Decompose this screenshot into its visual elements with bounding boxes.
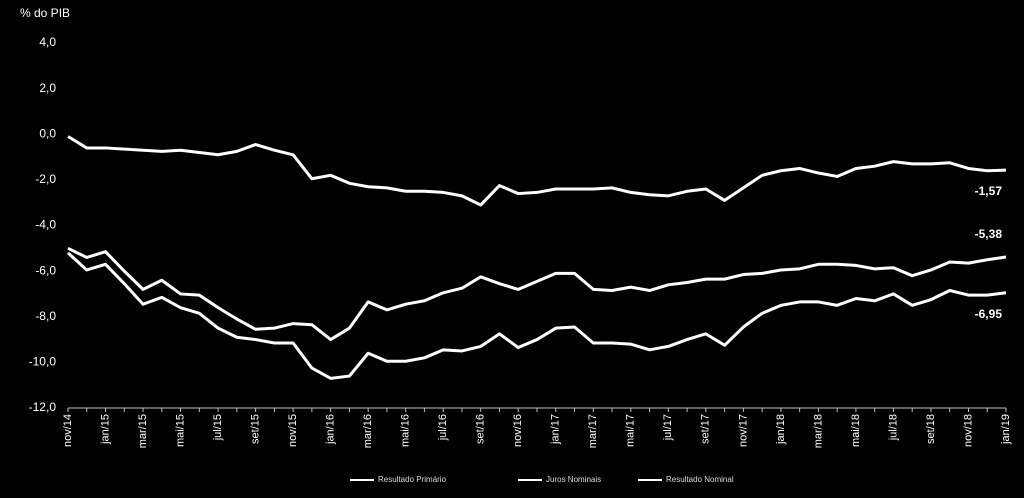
y-tick-label: -8,0 <box>35 309 56 323</box>
x-tick-label: mai/15 <box>174 414 186 447</box>
x-tick-label: jan/15 <box>99 414 111 445</box>
x-tick-label: set/15 <box>250 414 262 444</box>
legend-label: Juros Nominais <box>546 475 601 484</box>
x-tick-label: set/16 <box>475 414 487 444</box>
x-tick-label: mai/16 <box>400 414 412 447</box>
y-axis-label: % do PIB <box>20 6 70 20</box>
value-label: -1,57 <box>975 184 1003 198</box>
x-tick-label: nov/17 <box>737 414 749 447</box>
x-tick-label: mar/15 <box>137 414 149 448</box>
y-tick-label: 0,0 <box>39 126 56 140</box>
x-tick-label: jan/17 <box>550 414 562 445</box>
x-tick-label: mar/16 <box>362 414 374 448</box>
x-tick-label: jul/17 <box>662 414 674 441</box>
x-tick-label: jul/15 <box>212 414 224 441</box>
x-tick-label: mar/17 <box>587 414 599 448</box>
y-tick-label: -4,0 <box>35 218 56 232</box>
series-line <box>66 251 1007 380</box>
legend-label: Resultado Primário <box>378 475 447 484</box>
y-tick-label: 2,0 <box>39 81 56 95</box>
y-tick-label: -12,0 <box>29 400 57 414</box>
value-label: -6,95 <box>975 307 1003 321</box>
x-tick-label: set/18 <box>925 414 937 444</box>
x-tick-label: set/17 <box>700 414 712 444</box>
y-tick-label: 4,0 <box>39 35 56 49</box>
legend-label: Resultado Nominal <box>666 475 734 484</box>
series-line <box>67 246 1007 342</box>
x-tick-label: jul/16 <box>437 414 449 441</box>
x-tick-label: mai/18 <box>850 414 862 447</box>
x-tick-label: mai/17 <box>625 414 637 447</box>
x-tick-label: jan/18 <box>775 414 787 445</box>
y-tick-label: -2,0 <box>35 172 56 186</box>
x-tick-label: mar/18 <box>812 414 824 448</box>
series-line <box>67 135 1007 207</box>
x-tick-label: jan/16 <box>325 414 337 445</box>
x-tick-label: jan/19 <box>1000 414 1012 445</box>
x-tick-label: nov/16 <box>512 414 524 447</box>
x-tick-label: nov/15 <box>287 414 299 447</box>
x-tick-label: nov/14 <box>62 414 74 447</box>
x-tick-label: jul/18 <box>887 414 899 441</box>
y-tick-label: -6,0 <box>35 263 56 277</box>
y-tick-label: -10,0 <box>29 355 57 369</box>
value-label: -5,38 <box>975 227 1003 241</box>
x-tick-label: nov/18 <box>962 414 974 447</box>
